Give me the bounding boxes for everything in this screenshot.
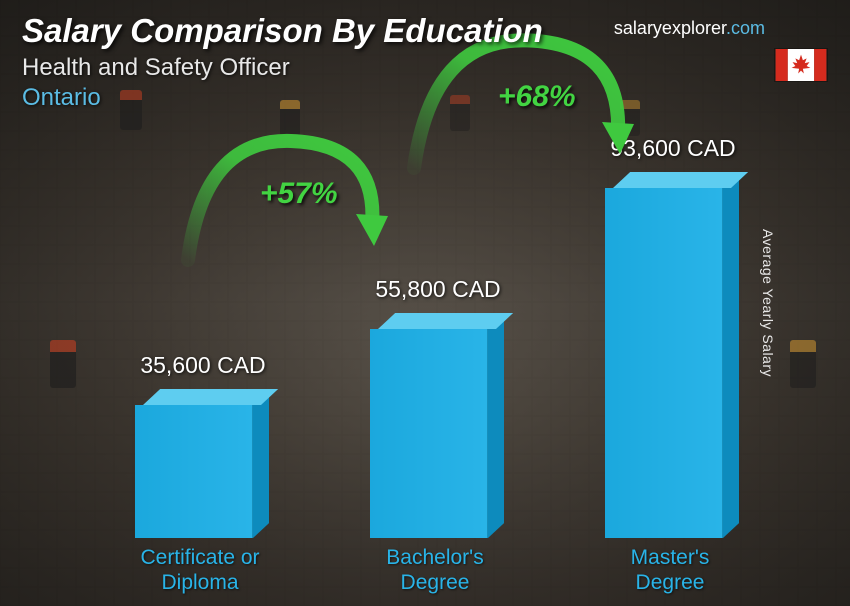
bar-2 <box>605 188 740 538</box>
canada-flag-icon <box>774 48 828 82</box>
salary-bar-chart: 35,600 CAD55,800 CAD93,600 CAD <box>60 130 790 538</box>
bar-value-label: 55,800 CAD <box>338 276 538 303</box>
y-axis-label: Average Yearly Salary <box>760 229 776 377</box>
background-worker-silhouette <box>790 340 816 388</box>
bar-category-label: Bachelor'sDegree <box>335 545 535 595</box>
bar-0 <box>135 405 270 538</box>
bar-category-label: Certificate orDiploma <box>100 545 300 595</box>
bar-1 <box>370 329 505 538</box>
bar-side-face <box>488 314 504 538</box>
bar-front <box>135 405 253 538</box>
bar-front <box>605 188 723 538</box>
bar-top-face <box>143 389 278 405</box>
bar-front <box>370 329 488 538</box>
bar-side-face <box>723 173 739 538</box>
location-label: Ontario <box>22 84 828 112</box>
bar-side-face <box>253 390 269 538</box>
bar-top-face <box>378 313 513 329</box>
site-name-suffix: .com <box>726 18 765 38</box>
increase-percentage-label: +57% <box>260 177 338 211</box>
site-name-prefix: salaryexplorer <box>614 18 726 38</box>
bar-category-label: Master'sDegree <box>570 545 770 595</box>
site-branding: salaryexplorer.com <box>614 18 765 39</box>
job-title: Health and Safety Officer <box>22 54 828 82</box>
bar-value-label: 35,600 CAD <box>103 352 303 379</box>
